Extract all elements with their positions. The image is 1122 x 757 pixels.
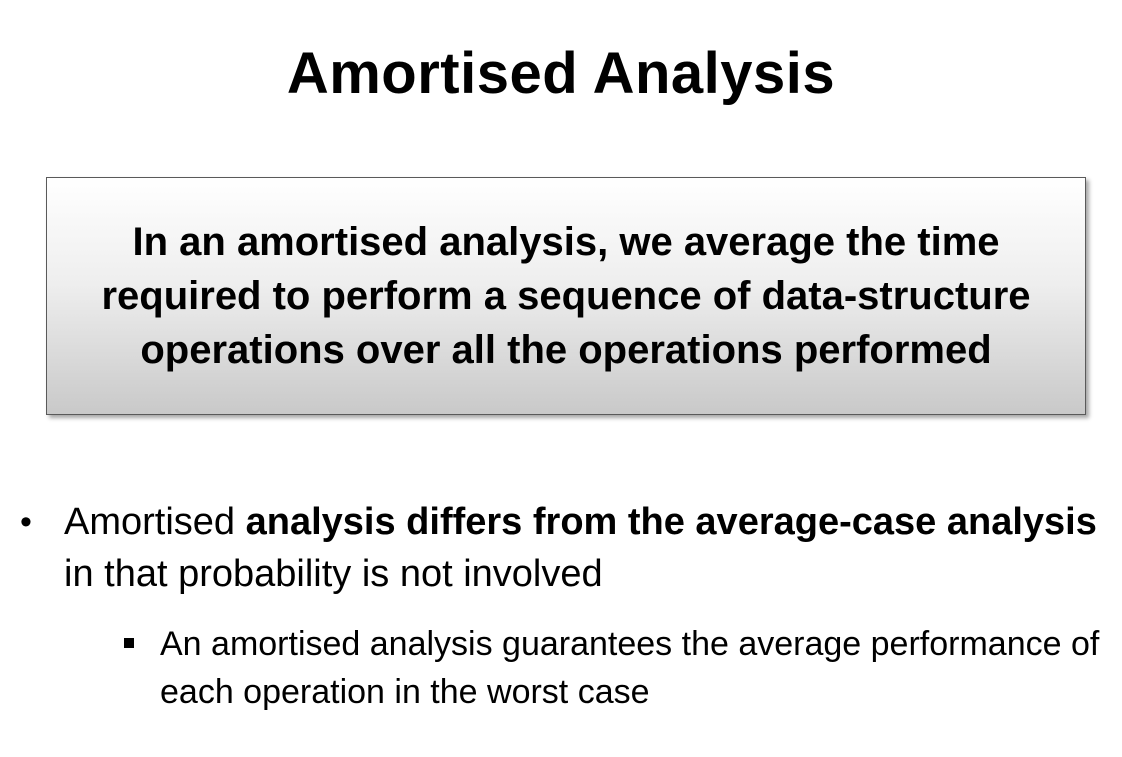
bullet-text-part: in that probability is not involved [64,553,603,595]
square-bullet-icon [124,638,134,648]
sub-bullet-list: An amortised analysis guarantees the ave… [64,620,1100,716]
bullet-dot-icon: • [20,503,32,541]
sub-bullet-text: An amortised analysis guarantees the ave… [160,625,1100,711]
definition-text: In an amortised analysis, we average the… [101,220,1031,372]
bullet-text-part-bold: analysis differs from the average-case a… [245,501,1097,543]
slide-title: Amortised Analysis [286,41,836,106]
bullet-text-part: Amortised [64,501,246,543]
definition-box: In an amortised analysis, we average the… [46,177,1086,415]
bullet-item: • Amortised analysis differs from the av… [20,496,1100,716]
sub-bullet-item: An amortised analysis guarantees the ave… [108,620,1100,716]
bullet-text: Amortised analysis differs from the aver… [64,501,1097,595]
bullet-list: • Amortised analysis differs from the av… [20,496,1100,716]
